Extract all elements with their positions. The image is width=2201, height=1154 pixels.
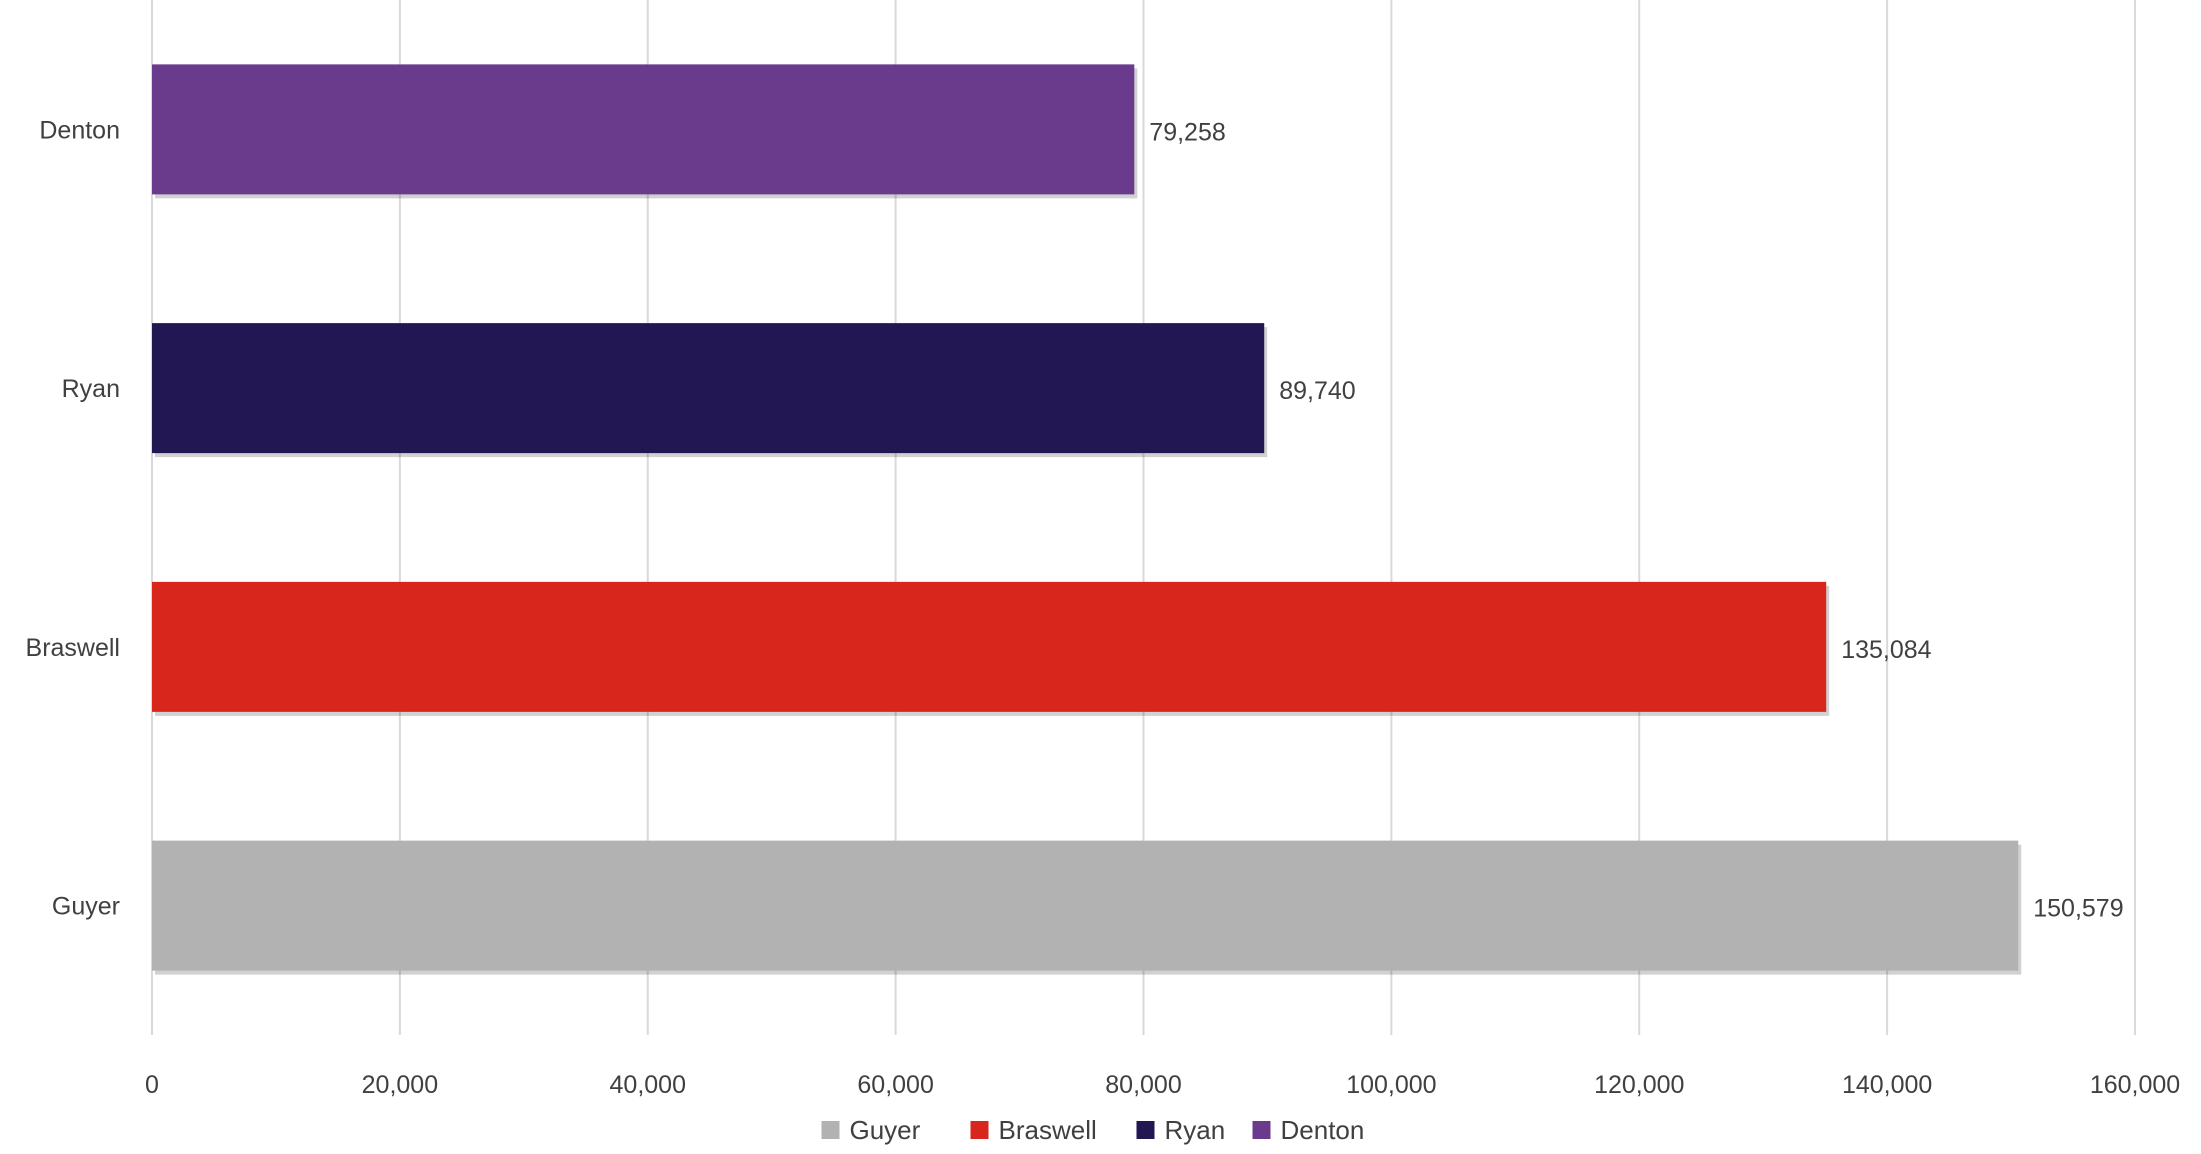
x-tick-label: 80,000	[1105, 1071, 1181, 1099]
x-tick-label: 160,000	[2090, 1071, 2180, 1099]
data-label: 135,084	[1841, 636, 1931, 664]
bars	[152, 64, 2022, 975]
legend-swatch	[1136, 1121, 1155, 1139]
bar-braswell	[152, 581, 1827, 712]
bar-denton	[152, 64, 1135, 195]
x-tick-label: 20,000	[362, 1071, 438, 1099]
x-tick-label: 120,000	[1594, 1071, 1684, 1099]
axis-labels: 0 20,000 40,000 60,000 80,000 100,000 120,000 1…	[26, 116, 2181, 1099]
x-tick-label: 0	[145, 1071, 159, 1099]
category-label: Denton	[39, 116, 120, 144]
bar-ryan	[152, 323, 1265, 454]
x-tick-label: 40,000	[610, 1071, 686, 1099]
x-tick-label: 140,000	[1842, 1071, 1932, 1099]
legend: Guyer Braswell Ryan Denton	[821, 1115, 1365, 1145]
x-tick-label: 60,000	[857, 1071, 933, 1099]
data-label: 79,258	[1149, 118, 1225, 146]
category-label: Ryan	[62, 375, 120, 403]
legend-swatch	[821, 1121, 840, 1139]
category-label: Guyer	[52, 893, 120, 921]
legend-label: Denton	[1281, 1115, 1365, 1145]
category-label: Braswell	[26, 634, 120, 662]
data-label: 150,579	[2033, 895, 2123, 923]
bar-guyer	[152, 840, 2019, 971]
data-label: 89,740	[1279, 377, 1355, 405]
legend-swatch	[970, 1121, 989, 1139]
legend-label: Braswell	[999, 1115, 1097, 1145]
legend-label: Ryan	[1165, 1115, 1226, 1145]
legend-swatch	[1252, 1121, 1271, 1139]
x-tick-label: 100,000	[1346, 1071, 1436, 1099]
legend-label: Guyer	[850, 1115, 921, 1145]
